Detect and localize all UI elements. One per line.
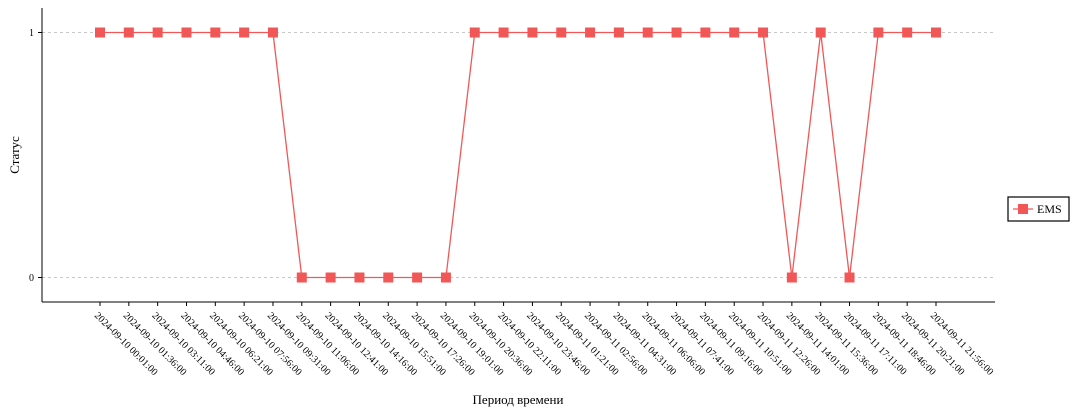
marker <box>931 27 941 38</box>
marker <box>469 27 480 38</box>
marker <box>412 272 423 283</box>
marker <box>873 27 884 38</box>
marker <box>613 27 624 38</box>
marker <box>383 272 394 283</box>
marker <box>354 272 365 283</box>
marker <box>123 27 134 38</box>
marker <box>844 272 855 283</box>
y-tick-label: 1 <box>29 28 34 39</box>
marker <box>671 27 682 38</box>
marker <box>700 27 711 38</box>
marker <box>527 27 538 38</box>
marker <box>267 27 278 38</box>
marker <box>786 272 797 283</box>
marker <box>556 27 567 38</box>
marker <box>642 27 653 38</box>
marker <box>758 27 769 38</box>
line <box>100 31 936 279</box>
marker <box>325 272 336 283</box>
marker <box>239 27 250 38</box>
x-axis-title: Период времени <box>473 392 564 407</box>
y-axis-title: Статус <box>7 136 22 174</box>
marker <box>815 27 826 38</box>
marker <box>210 27 221 38</box>
marker <box>729 27 740 38</box>
marker <box>95 27 105 38</box>
marker <box>902 27 913 38</box>
marker <box>296 272 307 283</box>
marker <box>498 27 509 38</box>
legend-label: EMS <box>1037 202 1062 216</box>
marker <box>440 272 451 283</box>
legend-marker <box>1018 204 1028 214</box>
marker <box>181 27 192 38</box>
y-tick-label: 0 <box>29 273 34 284</box>
marker <box>152 27 163 38</box>
marker <box>585 27 596 38</box>
